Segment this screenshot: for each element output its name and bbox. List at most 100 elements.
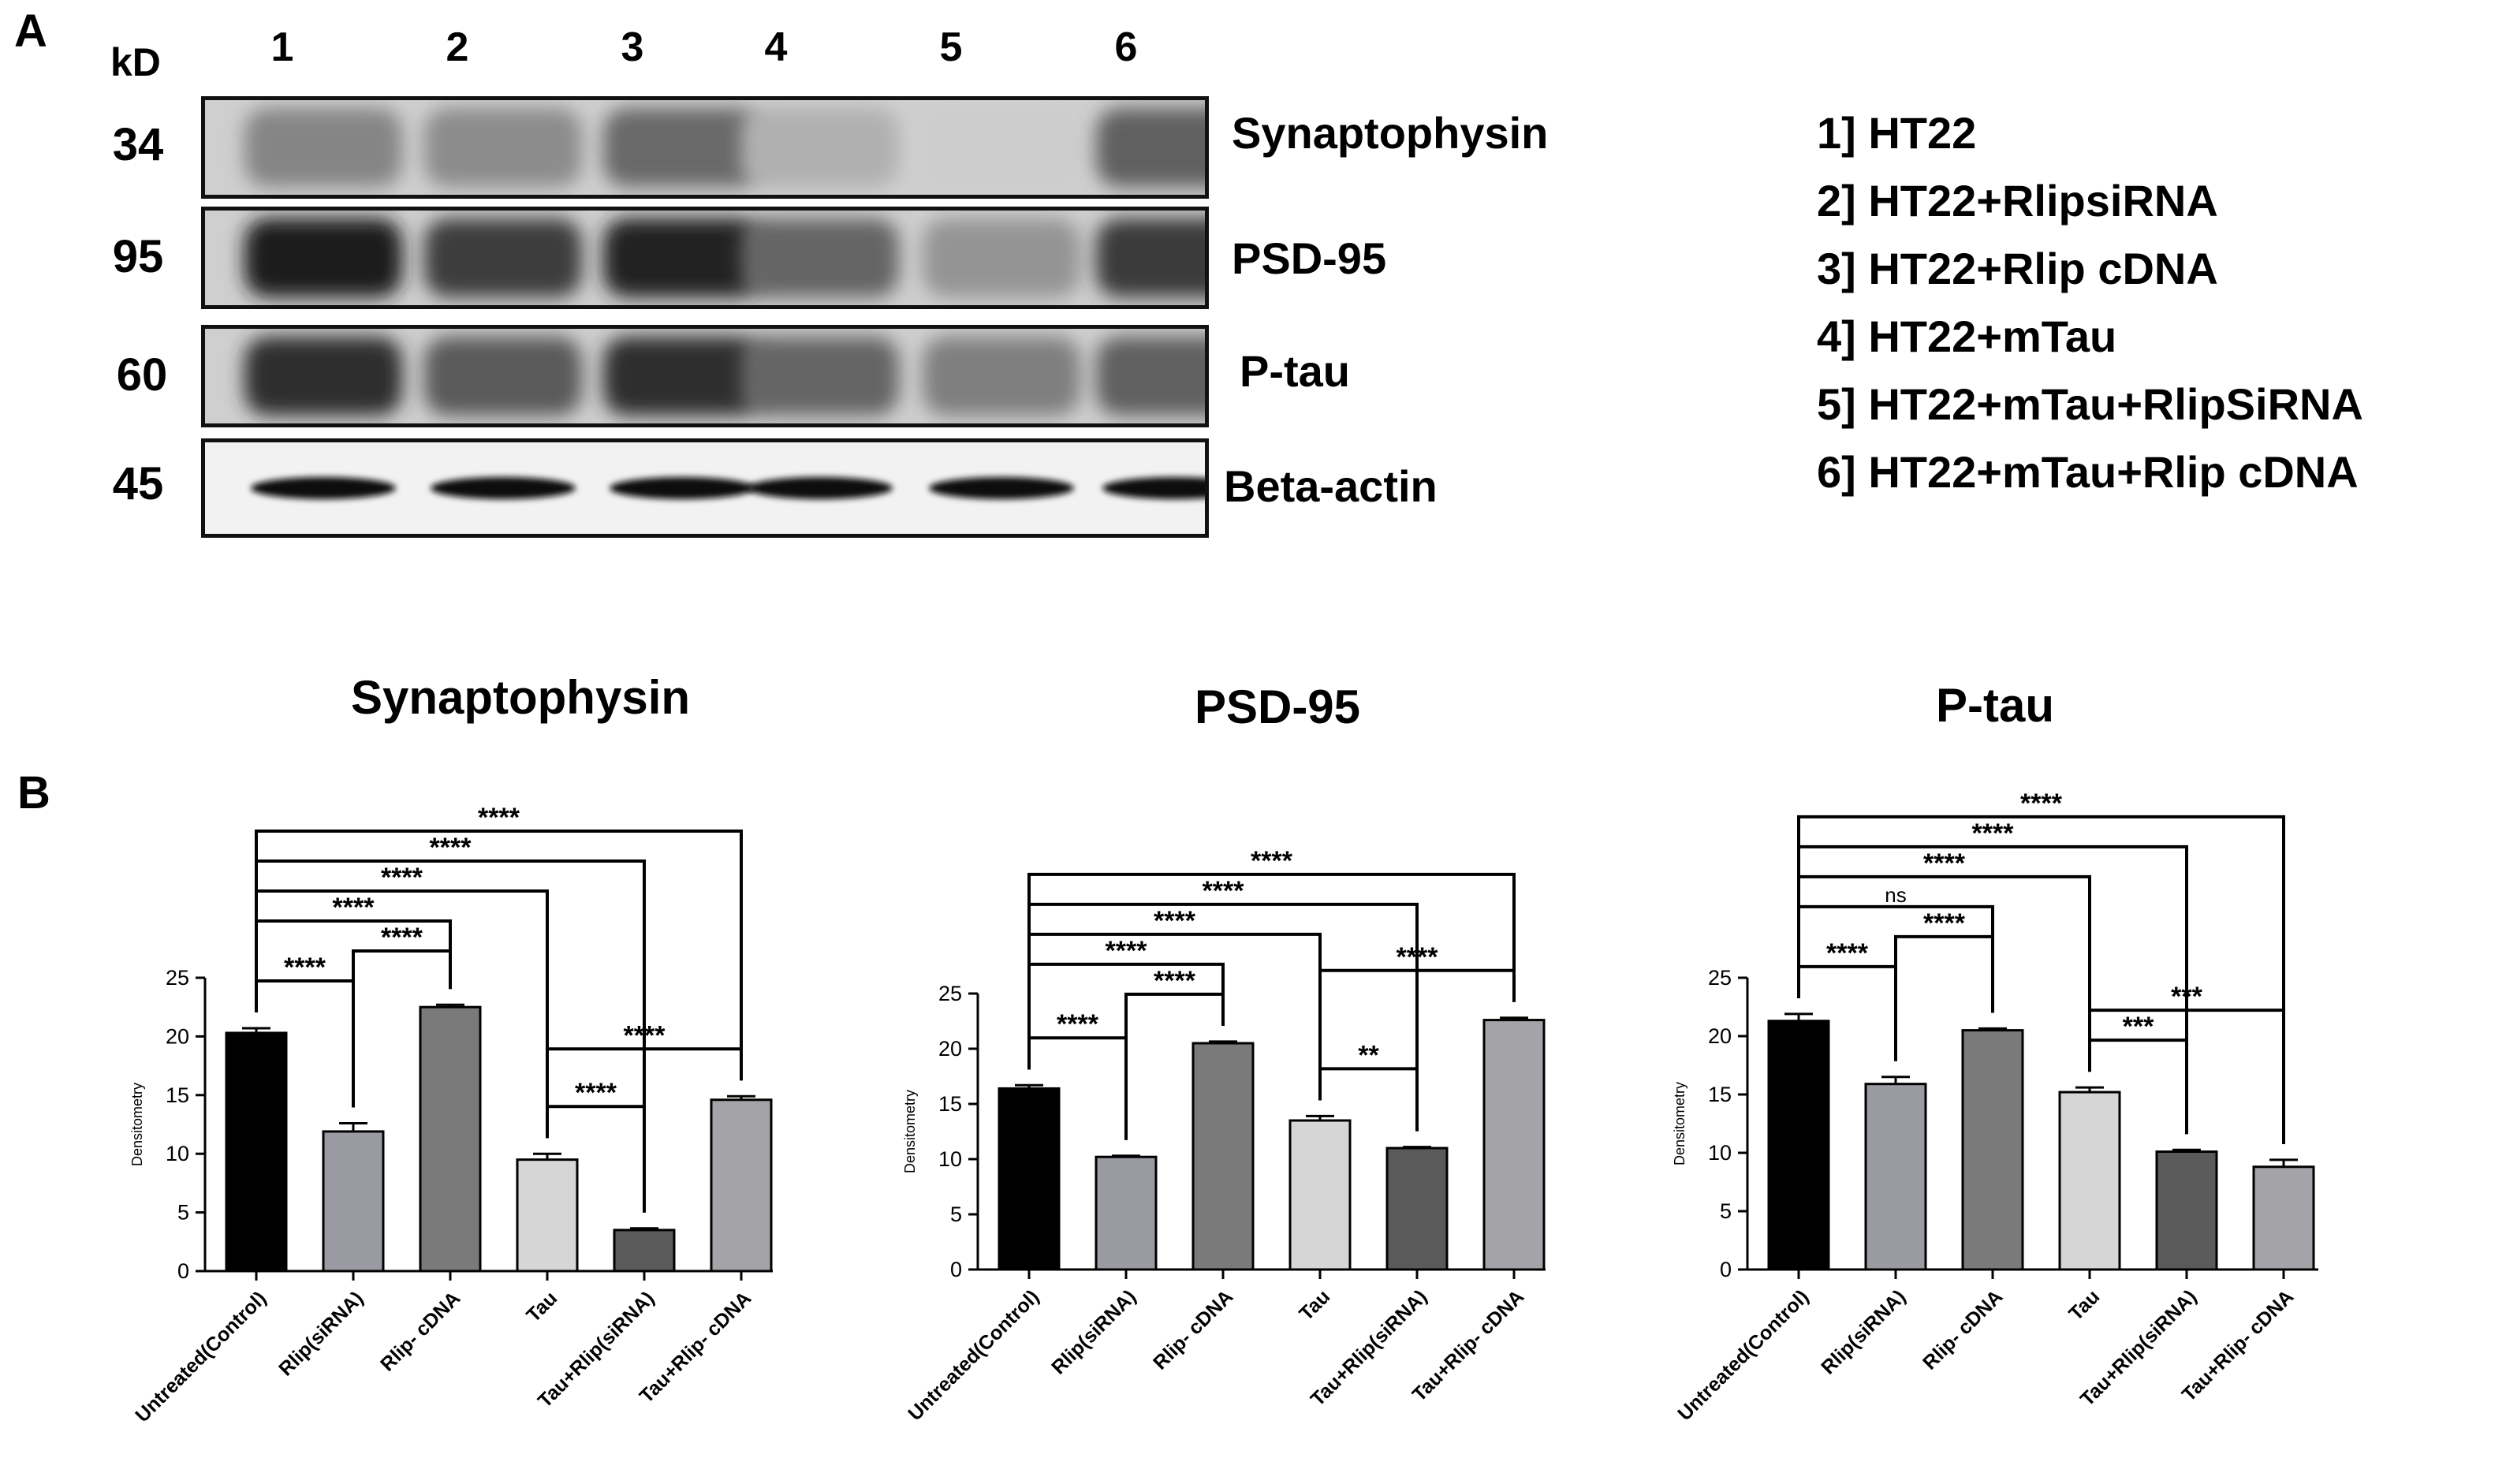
lane-number-1: 1 [270,24,294,70]
significance-label: **** [381,923,423,953]
x-tick-label: Untreated(Control) [904,1285,1043,1425]
bar-tau-rlip-sirna- [1385,1147,1449,1271]
blot-strip-ptau [201,325,1209,427]
bar-untreated-control- [225,1031,288,1273]
chart-title-psd95: PSD-95 [1194,680,1361,733]
bar-tau-rlip-cdna [2252,1165,2315,1271]
blot-band [923,337,1080,416]
blot-band [1096,218,1205,297]
bar-tau-rlip-cdna [710,1098,773,1273]
significance-bracket [1797,815,2285,1144]
blot-band [741,337,899,416]
blot-strip-synaptophysin [201,96,1209,199]
kd-label: kD [110,40,161,84]
y-tick-label: 25 [938,982,962,1005]
blot-band [929,477,1074,499]
significance-label: **** [1154,906,1196,936]
significance-label: **** [1106,936,1148,966]
x-tick-label: Rlip(siRNA) [1817,1285,1910,1378]
x-tick-label: Tau [1295,1285,1334,1325]
blot-band [741,108,899,187]
significance-label: **** [1923,908,1966,938]
significance-label: *** [2123,1012,2154,1042]
legend-item-5: 5] HT22+mTau+RlipSiRNA [1817,379,2363,429]
bar-rlip-cdna [1961,1029,2024,1271]
bar-tau [516,1158,579,1273]
y-axis-label: Densitometry [129,1083,145,1166]
legend-item-6: 6] HT22+mTau+Rlip cDNA [1817,447,2359,497]
chart-psd95: 0 5 10 15 20 25 Densitometry Untreated(Control)… [902,846,1546,1425]
y-tick-label: 15 [1708,1083,1732,1106]
significance-label: **** [478,803,520,833]
y-tick-label: 10 [1708,1141,1732,1165]
y-tick-label: 5 [950,1202,962,1226]
y-tick-label: 20 [1708,1024,1732,1048]
mw-label-synaptophysin: 34 [112,119,164,170]
blot-band [424,108,582,187]
panel-b-letter: B [17,767,50,818]
legend-item-1: 1] HT22 [1817,108,1977,158]
bar-tau-rlip-cdna [1482,1019,1546,1271]
blot-image-ptau [205,329,1205,423]
lane-number-5: 5 [939,24,963,70]
protein-label-synaptophysin: Synaptophysin [1232,108,1549,158]
significance-label: **** [1203,876,1245,906]
legend-item-3: 3] HT22+Rlip cDNA [1817,244,2218,293]
x-tick-label: Rlip- cDNA [1149,1285,1237,1374]
significance-label: ns [1885,883,1906,907]
x-tick-label: Rlip(siRNA) [1047,1285,1140,1378]
y-tick-label: 15 [938,1092,962,1116]
legend-item-2: 2] HT22+RlipsiRNA [1817,176,2218,226]
blot-image-psd95 [205,211,1205,305]
y-tick-label: 0 [177,1259,189,1283]
mw-label-psd95: 95 [112,231,164,282]
bar-tau [1288,1119,1352,1271]
y-tick-label: 20 [938,1037,962,1061]
blot-band [610,477,755,499]
blot-band [1096,337,1205,416]
blot-image-beta-actin [205,442,1205,534]
x-tick-label: Untreated(Control) [131,1287,270,1426]
significance-label: **** [284,953,326,982]
y-tick-label: 10 [166,1142,189,1165]
chart-title-synaptophysin: Synaptophysin [350,671,691,724]
y-axis-label: Densitometry [902,1090,918,1173]
lane-number-6: 6 [1114,24,1138,70]
significance-bracket [255,829,743,1081]
significance-label: ** [1358,1040,1379,1070]
significance-label: **** [2020,789,2063,818]
significance-label: **** [1251,846,1293,876]
blot-image-synaptophysin [205,100,1205,195]
blot-band [431,477,576,499]
x-tick-label: Tau [2064,1285,2104,1325]
protein-label-ptau: P-tau [1240,346,1350,396]
bar-untreated-control- [998,1087,1061,1271]
significance-label: **** [575,1078,617,1108]
y-tick-label: 15 [166,1083,189,1107]
blot-band [748,477,893,499]
protein-label-beta-actin: Beta-actin [1224,461,1438,511]
bar-tau-rlip-sirna- [613,1229,676,1273]
x-tick-label: Rlip- cDNA [1919,1285,2007,1374]
bar-rlip-sirna- [1095,1155,1158,1271]
lane-number-3: 3 [621,24,644,70]
bar-tau [2058,1091,2121,1271]
significance-label: **** [1972,818,2015,848]
significance-label: **** [1923,848,1966,878]
blot-band [603,108,761,187]
y-axis-label: Densitometry [1672,1082,1687,1165]
bar-rlip-cdna [1191,1042,1255,1271]
significance-label: **** [1826,938,1869,968]
blot-band [1096,108,1205,187]
legend-item-4: 4] HT22+mTau [1817,311,2117,361]
chart-title-ptau: P-tau [1936,679,2054,732]
blot-band [603,218,761,297]
chart-ptau: 0 5 10 15 20 25 Densitometry Untreated(Control)… [1672,789,2318,1425]
y-tick-label: 0 [950,1258,962,1281]
blot-band [244,218,402,297]
blot-band [244,337,402,416]
x-tick-label: Rlip(siRNA) [274,1287,367,1380]
blot-band [424,337,582,416]
significance-label: **** [430,833,472,863]
y-tick-label: 5 [177,1201,189,1225]
